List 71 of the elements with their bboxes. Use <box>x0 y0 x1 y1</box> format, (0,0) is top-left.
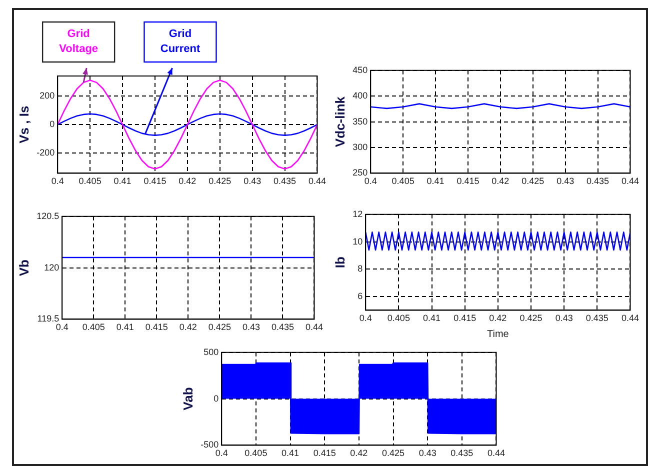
x-tick-label: 0.435 <box>271 322 294 332</box>
x-tick-label: 0.4 <box>56 322 68 332</box>
y-axis-title: Vab <box>180 387 196 410</box>
x-tick-label: 0.415 <box>145 322 168 332</box>
x-tick-label: 0.42 <box>492 176 510 186</box>
x-tick-label: 0.41 <box>114 176 132 186</box>
y-tick-label: 0 <box>50 119 55 130</box>
x-tick-label: 0.425 <box>208 176 232 186</box>
y-tick-label: 400 <box>352 90 368 101</box>
x-tick-label: 0.43 <box>418 448 436 458</box>
y-tick-label: 0 <box>214 393 219 404</box>
x-tick-label: 0.405 <box>387 313 410 324</box>
x-tick-label: 0.42 <box>350 448 368 458</box>
y-tick-label: 120 <box>44 262 60 272</box>
y-tick-label: 350 <box>352 116 368 126</box>
x-tick-label: 0.425 <box>208 322 231 332</box>
x-tick-label: 0.435 <box>450 448 474 458</box>
y-tick-label: 200 <box>40 90 55 100</box>
x-tick-label: 0.4 <box>359 313 372 324</box>
x-tick-label: 0.4 <box>215 448 228 458</box>
x-tick-label: 0.435 <box>586 313 608 324</box>
x-tick-label: 0.405 <box>78 176 102 186</box>
y-tick-label: 450 <box>352 64 368 75</box>
x-tick-label: 0.425 <box>382 448 405 458</box>
annotation: Grid Voltage <box>59 28 98 56</box>
x-tick-label: 0.41 <box>116 322 134 332</box>
x-tick-label: 0.41 <box>426 176 444 186</box>
y-axis-title: Vs , Is <box>16 106 32 144</box>
x-tick-label: 0.415 <box>144 176 166 186</box>
x-tick-label: 0.44 <box>487 448 506 458</box>
x-tick-label: 0.44 <box>621 313 640 324</box>
x-tick-label: 0.405 <box>82 322 105 332</box>
x-tick-label: 0.44 <box>621 176 640 186</box>
x-tick-label: 0.42 <box>489 313 507 324</box>
y-tick-label: 500 <box>204 346 219 357</box>
x-tick-label: 0.41 <box>423 313 441 324</box>
x-tick-label: 0.43 <box>556 176 574 186</box>
x-axis-title: Time <box>486 328 510 340</box>
x-tick-label: 0.415 <box>454 313 476 324</box>
x-tick-label: 0.4 <box>51 176 64 186</box>
y-tick-label: 119.5 <box>37 314 60 324</box>
y-tick-label: 10 <box>352 236 363 246</box>
x-tick-label: 0.43 <box>244 176 262 186</box>
x-tick-label: 0.43 <box>555 313 573 324</box>
x-tick-label: 0.405 <box>392 176 414 186</box>
y-tick-label: -200 <box>36 148 55 158</box>
y-tick-label: 8 <box>358 264 363 274</box>
x-tick-label: 0.43 <box>242 322 260 332</box>
x-tick-label: 0.435 <box>586 176 610 186</box>
x-tick-label: 0.41 <box>282 448 300 458</box>
y-tick-label: 300 <box>352 142 368 152</box>
x-tick-label: 0.44 <box>308 176 326 186</box>
x-tick-label: 0.415 <box>313 448 336 458</box>
y-tick-label: 12 <box>352 208 363 219</box>
y-tick-label: 250 <box>352 168 368 178</box>
x-tick-label: 0.44 <box>305 322 324 332</box>
y-tick-label: -500 <box>200 440 219 450</box>
x-tick-label: 0.4 <box>364 176 377 186</box>
y-tick-label: 120.5 <box>36 210 60 221</box>
x-tick-label: 0.435 <box>274 176 296 186</box>
y-axis-title: Vdc-link <box>332 96 348 148</box>
y-axis-title: Ib <box>332 256 348 268</box>
x-tick-label: 0.425 <box>520 313 542 324</box>
x-tick-label: 0.425 <box>522 176 544 186</box>
x-tick-label: 0.415 <box>456 176 480 186</box>
annotation: Grid Current <box>160 28 200 56</box>
x-tick-label: 0.42 <box>179 322 197 332</box>
x-tick-label: 0.42 <box>178 176 196 186</box>
x-tick-label: 0.405 <box>244 448 268 458</box>
y-axis-title: Vb <box>16 259 32 276</box>
y-tick-label: 6 <box>358 291 363 301</box>
